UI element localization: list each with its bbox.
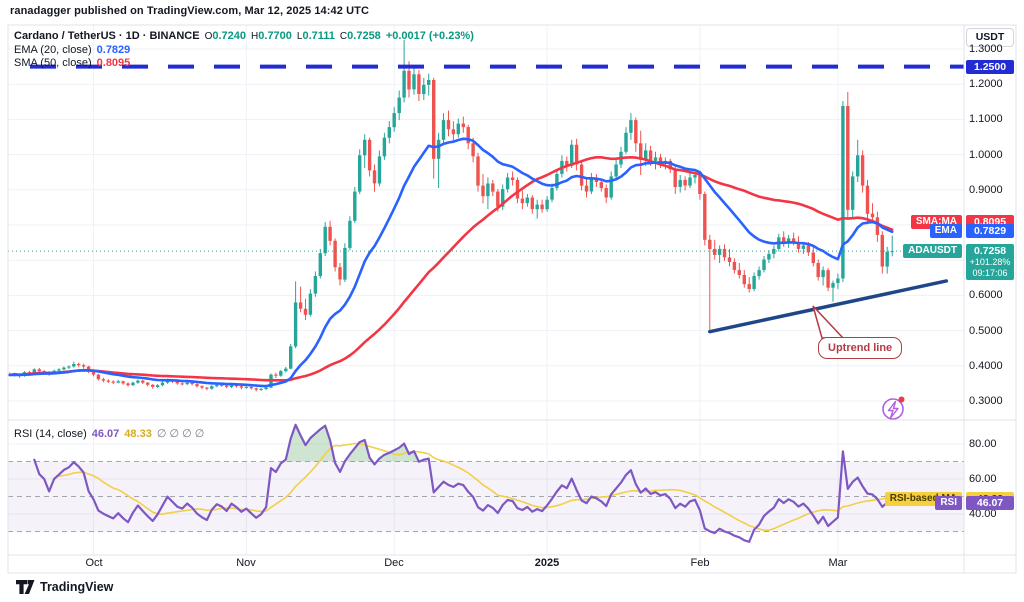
price-tick-label: 0.9000 [969,184,1003,196]
symbol-price-badge: 0.7258 +101.28% 09:17:06 [966,244,1014,280]
rsi-legend-label: RSI (14, close) [14,427,87,440]
symbol-badge-price: 0.7258 [973,245,1007,257]
ohlc-item: L0.7111 [296,29,335,42]
price-tick-label: 0.6000 [969,289,1003,301]
currency-unit-button[interactable]: USDT [966,28,1014,47]
ohlc-item: C0.7258 [339,29,381,42]
rsi-tick-label: 80.00 [969,438,997,450]
time-axis-label: Mar [828,557,848,569]
level-badge-value: 1.2500 [966,60,1014,74]
flash-icon[interactable] [882,396,905,420]
time-axis-label: Feb [690,557,710,569]
ema-badge-label: EMA [929,224,962,238]
sma-legend-label: SMA (50, close) [14,56,92,69]
rsi-tick-label: 60.00 [969,473,997,485]
rsi-legend-empties: ∅ ∅ ∅ ∅ [156,428,205,440]
uptrend-callout: Uptrend line [818,337,903,359]
symbol-badge-change: +101.28% [969,257,1011,267]
symbol-legend: Cardano / TetherUS · 1D · BINANCE O0.724… [14,29,474,42]
time-axis-label: Dec [384,557,404,569]
time-axis-label: Oct [85,557,103,569]
symbol-badge-countdown: 09:17:06 [972,268,1008,278]
sma-legend: SMA (50, close) 0.8095 [14,56,130,69]
rsi-badge-label: RSI [935,496,962,510]
time-axis-label: Nov [236,557,256,569]
rsi-legend: RSI (14, close) 46.07 48.33 ∅ ∅ ∅ ∅ [14,427,205,441]
price-tick-label: 0.4000 [969,360,1003,372]
ema-legend-value: 0.7829 [96,43,131,56]
ohlc-values: O0.7240 H0.7700 L0.7111 C0.7258 [205,30,381,42]
published-line: ranadagger published on TradingView.com,… [10,5,370,17]
price-tick-label: 1.1000 [969,113,1003,125]
price-tick-label: 1.2000 [969,78,1003,90]
sma-legend-value: 0.8095 [96,56,131,69]
ema-badge-value: 0.7829 [966,224,1014,238]
symbol-title: Cardano / TetherUS · 1D · BINANCE [14,29,200,42]
tradingview-logo-text: TradingView [40,580,114,594]
symbol-badge-label: ADAUSDT [903,244,962,258]
ema-legend-label: EMA (20, close) [14,43,92,56]
time-axis-label: 2025 [534,557,560,569]
rsi-badge-value: 46.07 [966,496,1014,510]
price-tick-label: 1.3000 [969,43,1003,55]
price-tick-label: 0.3000 [969,395,1003,407]
ema-legend: EMA (20, close) 0.7829 [14,43,130,56]
price-tick-label: 0.5000 [969,325,1003,337]
rsi-ma-legend-value: 48.33 [124,427,152,440]
change-value: +0.0017 (+0.23%) [385,29,474,42]
tradingview-mark-icon [16,580,35,594]
ohlc-item: O0.7240 [204,29,247,42]
price-tick-label: 1.0000 [969,149,1003,161]
rsi-legend-value: 46.07 [91,427,120,440]
tradingview-logo[interactable]: TradingView [16,579,113,595]
rsi-tick-label: 40.00 [969,508,997,520]
ohlc-item: H0.7700 [251,29,292,42]
